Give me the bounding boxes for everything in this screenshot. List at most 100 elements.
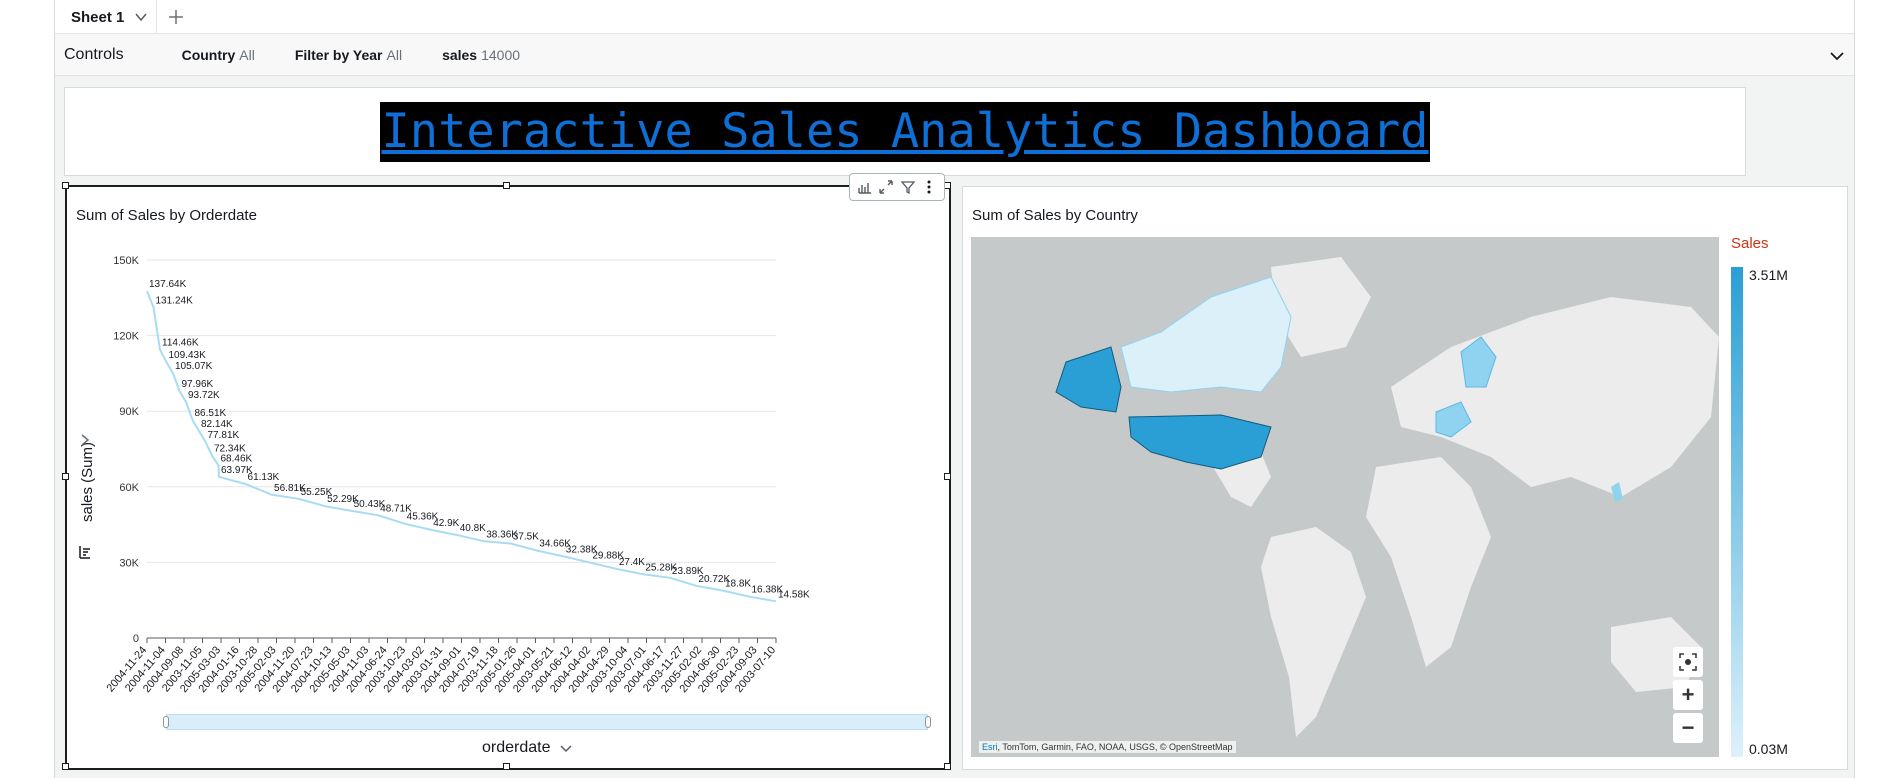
x-axis-field-label: orderdate — [482, 739, 551, 756]
map-zoom-in-button[interactable]: + — [1673, 680, 1703, 710]
legend-title: Sales — [1731, 235, 1769, 252]
landmass-africa — [1366, 457, 1491, 667]
data-label: 34.66K — [539, 539, 571, 550]
control-sales-value: 14000 — [481, 46, 521, 63]
line-chart-visual[interactable]: Sum of Sales by Orderdate 0 30K 60K 90K 120K… — [62, 173, 951, 770]
scrollbar-grip-left[interactable] — [163, 716, 169, 728]
control-filter-by-year[interactable]: Filter by Year All — [295, 47, 402, 63]
chart-scrollbar[interactable] — [163, 714, 931, 730]
scrollbar-grip-right[interactable] — [925, 716, 931, 728]
resize-handle[interactable] — [62, 763, 69, 770]
data-label: 27.4K — [619, 557, 645, 568]
resize-handle[interactable] — [944, 473, 951, 480]
data-label: 16.38K — [751, 585, 783, 596]
data-label: 18.8K — [725, 579, 751, 590]
y-tick-label: 30K — [119, 557, 139, 569]
y-tick-label: 0 — [133, 633, 139, 645]
data-label: 29.88K — [592, 551, 624, 562]
resize-handle[interactable] — [62, 473, 69, 480]
sheet-tab-bar: Sheet 1 — [55, 0, 1854, 34]
data-label: 48.71K — [380, 503, 412, 514]
data-label: 20.72K — [698, 574, 730, 585]
world-map — [1055, 257, 1719, 737]
sort-icon[interactable] — [77, 544, 93, 560]
data-label: 50.43K — [354, 499, 386, 510]
esri-link[interactable]: Esri — [982, 742, 998, 752]
chevron-down-icon[interactable] — [134, 10, 148, 24]
resize-handle[interactable] — [62, 182, 69, 189]
map-recenter-button[interactable] — [1673, 647, 1703, 677]
region-alaska — [1055, 346, 1122, 413]
data-label: 77.81K — [208, 430, 240, 441]
data-label: 72.34K — [214, 444, 246, 455]
data-label: 105.07K — [175, 361, 213, 372]
map-canvas[interactable]: + − Esri, TomTom, Garmin, FAO, NOAA, USG… — [971, 237, 1719, 757]
control-sales-name: sales — [442, 46, 478, 63]
data-label: 68.46K — [221, 453, 253, 464]
region-philippines — [1611, 482, 1623, 502]
y-axis-label: sales (Sum) — [79, 442, 96, 522]
add-sheet-button[interactable] — [163, 4, 189, 30]
data-label: 97.96K — [182, 379, 214, 390]
legend-min-value: 0.03M — [1749, 741, 1788, 757]
visual-type-icon[interactable] — [857, 179, 873, 195]
resize-handle[interactable] — [503, 182, 510, 189]
chevron-right-icon[interactable] — [77, 432, 93, 448]
expand-controls-icon[interactable] — [1828, 47, 1846, 65]
controls-bar: Controls Country All Filter by Year All sa… — [55, 34, 1854, 76]
data-label: 86.51K — [195, 408, 227, 419]
dashboard-title-link[interactable]: Interactive Sales Analytics Dashboard — [379, 101, 1431, 162]
title-visual: Interactive Sales Analytics Dashboard — [64, 87, 1746, 176]
region-scandinavia — [1460, 336, 1497, 388]
region-western-europe — [1435, 401, 1472, 438]
data-label: 52.29K — [327, 494, 359, 505]
legend-color-scale — [1731, 267, 1743, 757]
map-visual[interactable]: Sum of Sales by Country — [962, 186, 1848, 770]
attribution-text: , TomTom, Garmin, FAO, NOAA, USGS, © Ope… — [997, 742, 1233, 752]
map-zoom-out-button[interactable]: − — [1673, 713, 1703, 743]
data-label: 23.89K — [672, 566, 704, 577]
control-country[interactable]: Country All — [182, 47, 255, 63]
map-title: Sum of Sales by Country — [972, 207, 1138, 224]
plus-icon — [169, 10, 183, 24]
data-label: 63.97K — [221, 465, 253, 476]
control-sales[interactable]: sales 14000 — [442, 47, 520, 63]
data-label: 45.36K — [407, 512, 439, 523]
data-label: 42.9K — [433, 518, 459, 529]
legend-max-value: 3.51M — [1749, 267, 1788, 283]
data-label: 131.24K — [156, 295, 194, 306]
chevron-down-icon — [559, 745, 572, 753]
visual-toolbar — [849, 173, 945, 201]
data-label: 55.25K — [301, 487, 333, 498]
sheet-tab[interactable]: Sheet 1 — [59, 0, 157, 34]
data-label: 82.14K — [201, 419, 233, 430]
data-label: 109.43K — [169, 350, 207, 361]
data-label: 114.46K — [162, 338, 199, 349]
data-label: 37.5K — [513, 532, 539, 543]
line-chart-title: Sum of Sales by Orderdate — [76, 207, 257, 224]
controls-title: Controls — [64, 45, 124, 63]
data-label: 56.81K — [274, 483, 306, 494]
control-country-name: Country — [181, 46, 236, 63]
recenter-icon — [1679, 653, 1697, 671]
expand-icon[interactable] — [878, 179, 894, 195]
landmass-greenland — [1271, 257, 1371, 357]
data-label: 32.38K — [566, 544, 598, 555]
y-tick-label: 150K — [113, 255, 139, 267]
y-tick-label: 60K — [119, 482, 139, 494]
filter-icon[interactable] — [900, 179, 916, 195]
data-label: 38.36K — [486, 529, 518, 540]
control-country-value: All — [239, 46, 255, 63]
data-label: 25.28K — [645, 562, 677, 573]
control-year-value: All — [386, 46, 403, 63]
resize-handle[interactable] — [944, 763, 951, 770]
resize-handle[interactable] — [503, 763, 510, 770]
landmass-south-america — [1261, 527, 1366, 737]
x-axis-field-well[interactable]: orderdate — [482, 739, 573, 757]
data-label: 61.13K — [248, 472, 280, 483]
analysis-app: Sheet 1 Controls Country All Filter by Ye… — [54, 0, 1855, 778]
more-options-icon[interactable] — [921, 179, 937, 195]
map-attribution: Esri, TomTom, Garmin, FAO, NOAA, USGS, ©… — [979, 741, 1236, 753]
series-line — [146, 290, 777, 603]
